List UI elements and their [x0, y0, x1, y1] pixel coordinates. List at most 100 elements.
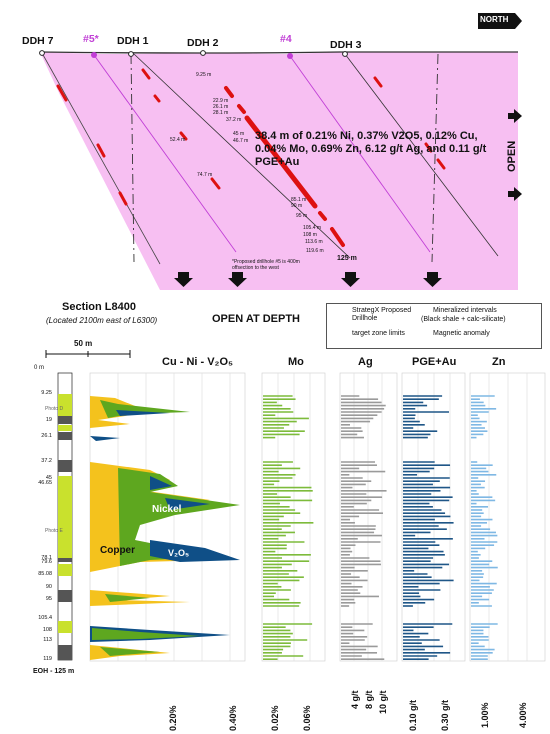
intercept-label: 95 m [296, 213, 308, 219]
drillhole-ddh3-trace [344, 53, 499, 257]
intercept-label: 119.6 m [306, 248, 324, 254]
photo-d-label: Photo D [45, 406, 64, 412]
log-depth-label: 108 [42, 627, 52, 633]
column-title-cu-ni-v: Cu - Ni - V₂O₅ [162, 356, 234, 368]
magnetic-anomaly-area [40, 52, 518, 290]
nickel-label: Nickel [152, 504, 182, 515]
log-depth-label: 19 [45, 417, 52, 423]
drillhole-4-proposed-trace [289, 55, 431, 253]
drillhole-ddh7-trace [41, 52, 161, 265]
column-title-ag: Ag [358, 356, 373, 368]
mineralized-intervals [56, 68, 446, 247]
intercept-label: 26.1 m [213, 104, 229, 110]
axis-tick-zn: 4.00% [518, 702, 528, 728]
v2o5-label: V₂O₅ [168, 548, 190, 558]
column-title-mo: Mo [288, 356, 304, 368]
intercept-label: 45 m [233, 131, 245, 137]
intercept-label: 22.9 m [213, 98, 229, 104]
log-depth-label: 105.4 [38, 615, 52, 621]
intercept-label: 28.1 m [213, 110, 229, 116]
log-depth-label: 95 [45, 596, 52, 602]
legend-proposed-label: StrategX Proposed Drillhole [352, 307, 412, 322]
section-title: Section L8400 [62, 301, 136, 313]
open-side-label: OPEN [506, 140, 518, 172]
collar-ddh7-icon [39, 50, 45, 56]
intercept-label: 90 m [291, 203, 303, 209]
intercept-label: 85.1 m [291, 197, 307, 203]
collar-ddh2-icon [200, 50, 206, 56]
intercept-label: 46.7 m [233, 138, 249, 144]
column-title-pge: PGE+Au [412, 356, 457, 368]
scale-bar-label: 50 m [74, 339, 93, 348]
open-depth-arrows [174, 272, 442, 287]
axis-tick-cu: 0.20% [168, 705, 178, 731]
axis-tick-cu: 0.40% [228, 705, 238, 731]
target-zone-limit-right [431, 53, 439, 263]
intercept-label: 113.6 m [305, 239, 323, 245]
hole-label-ddh3: DDH 3 [330, 39, 362, 51]
log-depth-label: 26.1 [41, 433, 52, 439]
axis-tick-zn: 1.00% [480, 702, 490, 728]
drillhole-5-proposed-trace [93, 54, 237, 253]
section-subtitle: (Located 2100m east of L6300) [46, 316, 158, 325]
axis-tick-ag: 10 g/t [378, 690, 388, 714]
collar-5-icon [91, 52, 97, 58]
axis-tick-mo: 0.06% [302, 705, 312, 731]
proposed-note: *Proposed drillhole #5 is 400m offsectio… [232, 259, 300, 271]
element-bars [263, 395, 498, 661]
log-depth-label: 90 [45, 584, 52, 590]
drillhole-ddh2-trace [133, 53, 351, 259]
log-bottom-label: EOH - 125 m [33, 668, 75, 675]
log-depth-label: 113 [43, 637, 52, 643]
cu-ni-v-profile [90, 396, 240, 660]
open-side-arrows [508, 109, 522, 201]
collar-ddh3-icon [342, 51, 348, 57]
axis-tick-pge: 0.10 g/t [408, 699, 418, 731]
scale-bar [45, 350, 131, 358]
ground-surface-line [39, 51, 518, 54]
intercept-label: 9.25 m [196, 72, 212, 78]
log-depth-label: 37.2 [41, 458, 52, 464]
intercept-label: 37.2 m [226, 117, 242, 123]
hole-label-ddh1: DDH 1 [117, 35, 149, 47]
log-depth-label: 46.65 [38, 480, 52, 486]
legend: StrategX Proposed Drillhole Mineralized … [326, 303, 542, 349]
copper-label: Copper [100, 545, 135, 556]
legend-mineralized-label: Mineralized intervals [433, 307, 497, 314]
column-title-zn: Zn [492, 356, 506, 368]
hole-label-ddh7: DDH 7 [22, 35, 54, 47]
intercept-label: 125 m [337, 255, 357, 262]
log-depth-label: 9.25 [41, 390, 52, 396]
hole-label-5: #5* [83, 33, 99, 45]
hole-label-4: #4 [280, 33, 292, 45]
log-depth-label: 79.6 [41, 559, 52, 565]
intersection-callout: 38.4 m of 0.21% Ni, 0.37% V2O5, 0.12% Cu… [255, 130, 487, 168]
axis-tick-pge: 0.30 g/t [440, 699, 450, 731]
hole-label-ddh2: DDH 2 [187, 37, 219, 49]
axis-tick-ag: 8 g/t [364, 690, 374, 709]
intercept-label: 52.4 m [170, 137, 186, 143]
log-depth-label: 119 [43, 656, 52, 662]
axis-tick-mo: 0.02% [270, 705, 280, 731]
collar-ddh1-icon [128, 51, 134, 57]
legend-mineralized-sub: (Black shale + calc-silicate) [421, 316, 506, 323]
open-depth-label: OPEN AT DEPTH [212, 313, 301, 325]
log-depth-label: 78.1 [41, 555, 52, 561]
axis-tick-ag: 4 g/t [350, 690, 360, 709]
log-depth-label: 45 [45, 475, 52, 481]
collar-4-icon [287, 53, 293, 59]
north-label: NORTH [480, 15, 509, 24]
photo-e-label: Photo E [45, 528, 63, 534]
log-top-label: 0 m [34, 365, 45, 371]
drillhole-ddh1-trace [130, 53, 135, 263]
legend-target-label: target zone limits [352, 330, 405, 337]
north-arrow-icon [478, 13, 522, 29]
log-depth-label: 85.08 [38, 571, 52, 577]
legend-magnetic-label: Magnetic anomaly [433, 330, 490, 337]
intercept-label: 74.7 m [197, 172, 213, 178]
intercept-label: 105.4 m [303, 225, 322, 231]
intercept-label: 108 m [303, 232, 317, 238]
strip-log-column [57, 372, 73, 661]
